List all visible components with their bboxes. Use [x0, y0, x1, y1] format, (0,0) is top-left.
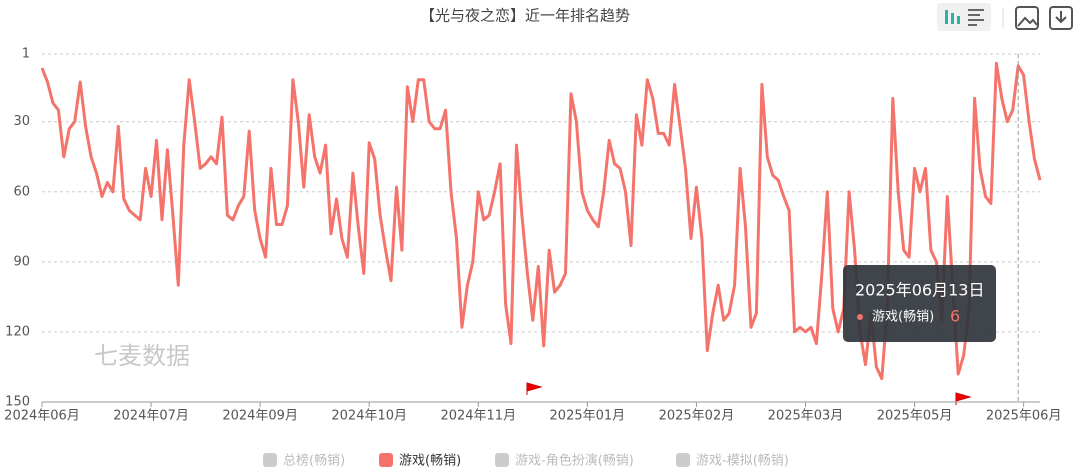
x-tick-label: 2024年11月: [440, 409, 516, 424]
legend-label: 游戏(畅销): [399, 454, 461, 469]
watermark: 七麦数据: [94, 342, 190, 370]
tooltip-series: 游戏(畅销): [872, 310, 934, 325]
x-tick-label: 2024年06月: [4, 409, 80, 424]
icon-download[interactable]: [1049, 6, 1073, 30]
icon-bar[interactable]: [945, 10, 948, 24]
legend-label: 游戏-模拟(畅销): [696, 454, 789, 469]
tooltip-dot: [857, 314, 863, 320]
y-tick-label: 120: [5, 324, 30, 339]
x-tick-label: 2024年09月: [222, 409, 298, 424]
x-tick-label: 2024年07月: [113, 409, 189, 424]
tooltip-box: [843, 265, 996, 342]
x-tick-label: 2024年10月: [331, 409, 407, 424]
legend-swatch: [379, 453, 393, 467]
event-flag[interactable]: [526, 382, 543, 395]
x-tick-label: 2025年01月: [550, 409, 626, 424]
chart-title: 【光与夜之恋】近一年排名趋势: [420, 7, 630, 25]
x-tick-label: 2025年02月: [659, 409, 735, 424]
legend-label: 游戏-角色扮演(畅销): [515, 453, 634, 469]
legend-swatch: [263, 453, 277, 467]
x-tick-label: 2025年03月: [768, 409, 844, 424]
toolbar[interactable]: [937, 3, 1073, 31]
tooltip-date: 2025年06月13日: [855, 281, 984, 300]
y-tick-label: 90: [13, 254, 30, 269]
icon-image-glyph: [1017, 16, 1038, 27]
tooltip-value: 6: [950, 307, 960, 326]
legend-swatch: [495, 453, 509, 467]
y-tick-label: 30: [13, 114, 30, 129]
icon-bar[interactable]: [951, 13, 954, 24]
icon-bar[interactable]: [957, 16, 960, 24]
x-tick-label: 2025年05月: [877, 409, 953, 424]
y-tick-label: 150: [5, 395, 30, 410]
icon-image[interactable]: [1015, 6, 1039, 30]
legend-swatch: [676, 453, 690, 467]
event-flag[interactable]: [955, 392, 972, 405]
y-tick-label: 60: [13, 184, 30, 199]
legend-label: 总榜(畅销): [283, 453, 345, 469]
x-tick-label: 2025年06月: [986, 409, 1062, 424]
icon-list[interactable]: [968, 9, 984, 26]
icon-download-glyph: [1055, 11, 1067, 24]
y-tick-label: 1: [22, 47, 30, 62]
